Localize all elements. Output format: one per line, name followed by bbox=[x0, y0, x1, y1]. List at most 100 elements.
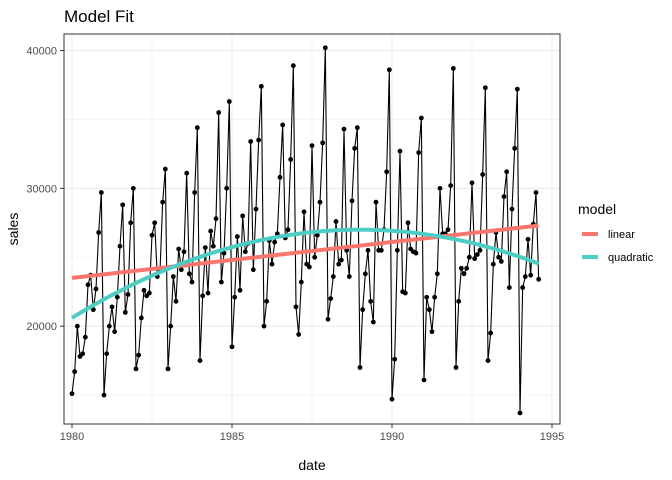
observed-point bbox=[522, 274, 528, 279]
observed-point bbox=[392, 356, 398, 362]
observed-point bbox=[458, 265, 464, 271]
observed-point bbox=[290, 63, 296, 69]
observed-point bbox=[224, 185, 230, 191]
observed-point bbox=[90, 307, 96, 313]
fit-lines bbox=[70, 223, 540, 320]
observed-point bbox=[173, 298, 179, 304]
legend-label-linear: linear bbox=[608, 229, 635, 241]
observed-point bbox=[333, 219, 339, 224]
observed-point bbox=[248, 139, 254, 144]
observed-point bbox=[536, 276, 542, 282]
y-tick-label: 40000 bbox=[26, 46, 57, 58]
observed-point bbox=[466, 254, 472, 260]
observed-point bbox=[469, 180, 475, 186]
observed-point bbox=[205, 290, 211, 296]
observed-point bbox=[104, 351, 110, 357]
observed-point bbox=[354, 125, 360, 131]
observed-point bbox=[221, 250, 227, 256]
observed-point bbox=[312, 254, 318, 260]
observed-point bbox=[200, 293, 206, 299]
observed-point bbox=[168, 323, 174, 329]
y-tick-label: 20000 bbox=[26, 321, 57, 333]
x-tick-label: 1990 bbox=[380, 431, 404, 443]
observed-point bbox=[394, 247, 400, 253]
observed-point bbox=[416, 150, 422, 155]
observed-point bbox=[93, 286, 99, 292]
observed-point bbox=[448, 183, 454, 188]
observed-point bbox=[253, 206, 259, 212]
observed-point bbox=[232, 294, 238, 300]
observed-point bbox=[402, 290, 408, 296]
observed-line bbox=[71, 47, 540, 414]
observed-point bbox=[373, 199, 379, 205]
fit-line-quadratic bbox=[70, 227, 540, 320]
observed-point bbox=[450, 66, 456, 71]
observed-point bbox=[109, 304, 115, 310]
observed-point bbox=[122, 309, 128, 315]
observed-point bbox=[368, 298, 374, 304]
observed-point bbox=[514, 86, 520, 92]
observed-point bbox=[461, 271, 467, 277]
observed-point bbox=[242, 249, 248, 255]
x-axis: 1980 1985 1990 1995 bbox=[60, 424, 564, 443]
observed-point bbox=[133, 366, 139, 372]
observed-point bbox=[298, 279, 304, 285]
observed-point bbox=[80, 351, 86, 357]
observed-point bbox=[85, 282, 91, 288]
observed-point bbox=[496, 254, 502, 260]
observed-point bbox=[498, 258, 504, 264]
observed-point bbox=[277, 174, 283, 180]
observed-point bbox=[240, 213, 246, 219]
observed-point bbox=[69, 391, 75, 397]
observed-point bbox=[397, 148, 403, 154]
observed-point bbox=[301, 209, 307, 215]
observed-point bbox=[210, 243, 216, 249]
observed-point bbox=[341, 126, 347, 132]
plot-panel bbox=[63, 33, 561, 425]
observed-point bbox=[482, 85, 488, 91]
observed-point bbox=[336, 261, 342, 267]
observed-series bbox=[69, 45, 542, 416]
observed-point bbox=[216, 110, 222, 115]
observed-point bbox=[293, 304, 299, 310]
observed-point bbox=[488, 330, 494, 336]
observed-point bbox=[384, 169, 390, 175]
y-axis: 20000 30000 40000 bbox=[26, 46, 64, 333]
observed-point bbox=[490, 261, 496, 267]
observed-point bbox=[72, 369, 78, 375]
observed-point bbox=[141, 287, 147, 293]
observed-point bbox=[202, 245, 208, 251]
x-tick-label: 1995 bbox=[540, 431, 564, 443]
observed-point bbox=[186, 271, 192, 277]
observed-point bbox=[434, 271, 440, 277]
observed-point bbox=[237, 287, 243, 293]
observed-point bbox=[125, 292, 131, 297]
observed-point bbox=[464, 265, 470, 271]
observed-point bbox=[197, 358, 203, 364]
observed-point bbox=[181, 249, 187, 255]
x-tick-label: 1980 bbox=[60, 431, 84, 443]
observed-point bbox=[194, 125, 200, 131]
x-axis-title: date bbox=[298, 457, 325, 473]
observed-point bbox=[138, 315, 144, 321]
observed-point bbox=[504, 169, 510, 175]
observed-point bbox=[272, 239, 278, 245]
observed-point bbox=[328, 296, 334, 301]
observed-point bbox=[456, 298, 462, 304]
observed-point bbox=[378, 247, 384, 253]
observed-point bbox=[445, 227, 451, 233]
fit-line-linear bbox=[71, 223, 539, 280]
legend-title: model bbox=[578, 201, 616, 217]
observed-point bbox=[477, 247, 483, 253]
observed-point bbox=[176, 246, 182, 252]
observed-point bbox=[357, 365, 363, 370]
y-axis-title: sales bbox=[5, 213, 21, 246]
observed-point bbox=[128, 220, 134, 226]
observed-point bbox=[106, 323, 112, 329]
observed-point bbox=[120, 202, 126, 208]
observed-point bbox=[533, 190, 539, 195]
plot-border bbox=[63, 33, 561, 425]
observed-point bbox=[250, 267, 256, 273]
observed-point bbox=[362, 271, 368, 277]
observed-point bbox=[512, 145, 518, 151]
